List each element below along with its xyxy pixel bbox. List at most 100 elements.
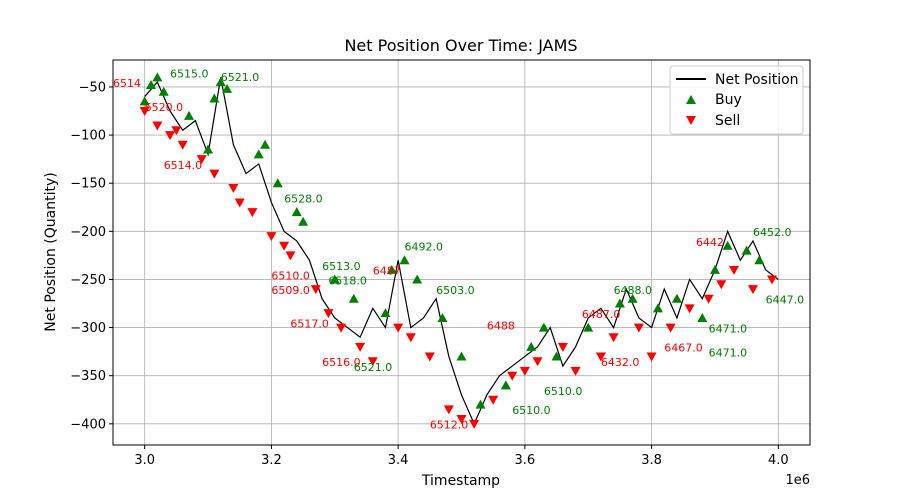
- sell-marker: [367, 357, 378, 367]
- sell-marker: [728, 265, 739, 275]
- sell-marker: [747, 285, 758, 295]
- buy-marker: [697, 312, 708, 322]
- sell-price-label: 6512.0: [430, 419, 469, 432]
- sell-marker: [665, 323, 676, 333]
- sell-price-label: 6467.0: [664, 342, 703, 355]
- buy-marker: [139, 96, 150, 106]
- buy-marker: [348, 293, 359, 303]
- sell-marker: [266, 232, 277, 242]
- sell-price-label: 6488: [487, 320, 515, 333]
- sell-marker: [355, 342, 366, 352]
- y-tick-label: −250: [70, 273, 106, 288]
- buy-price-label: 6521.0: [354, 361, 393, 374]
- sell-marker: [323, 309, 334, 319]
- sell-marker: [424, 352, 435, 362]
- buy-marker: [412, 274, 423, 284]
- buy-marker: [456, 351, 467, 361]
- buy-marker: [146, 80, 157, 90]
- sell-marker: [152, 121, 163, 131]
- buy-marker: [298, 216, 309, 226]
- sell-price-label: 6442: [696, 236, 724, 249]
- x-tick-label: 4.0: [768, 453, 789, 468]
- buy-marker: [399, 255, 410, 265]
- legend-sell-marker: [686, 116, 696, 125]
- net-position-line: [144, 77, 779, 426]
- legend-entry-net-position: Net Position: [715, 72, 799, 88]
- buy-price-label: 6471.0: [709, 346, 748, 359]
- sell-marker: [684, 304, 695, 314]
- buy-marker: [253, 149, 264, 159]
- buy-marker: [386, 264, 397, 274]
- buy-marker: [500, 380, 511, 390]
- y-tick-label: −100: [70, 129, 106, 144]
- buy-marker: [222, 83, 233, 93]
- x-tick-label: 3.4: [388, 453, 409, 468]
- sell-price-label: 6517.0: [290, 318, 329, 331]
- buy-marker: [652, 303, 663, 313]
- x-axis-label: Timestamp: [421, 473, 500, 489]
- sell-marker: [633, 323, 644, 333]
- buy-price-label: 6488.0: [614, 284, 653, 297]
- sell-marker: [209, 169, 220, 179]
- sell-marker: [196, 155, 207, 165]
- buy-marker: [215, 77, 226, 87]
- sell-price-label: 6514: [113, 77, 141, 90]
- sell-price-label: 6432.0: [601, 356, 640, 369]
- sell-marker: [405, 333, 416, 343]
- y-tick-label: −400: [70, 417, 106, 432]
- buy-marker: [475, 399, 486, 409]
- legend: Net Position Buy Sell: [669, 65, 804, 135]
- sell-marker: [165, 131, 176, 141]
- buy-marker: [526, 341, 537, 351]
- buy-price-label: 6452.0: [753, 226, 792, 239]
- sell-marker: [507, 371, 518, 381]
- buy-marker: [741, 245, 752, 255]
- sell-marker: [310, 285, 321, 295]
- buy-marker: [583, 322, 594, 332]
- legend-entry-sell: Sell: [715, 113, 740, 129]
- buy-marker: [260, 139, 271, 149]
- sell-price-label: 6510.0: [271, 269, 310, 282]
- sell-marker: [139, 107, 150, 117]
- buy-price-label: 6518.0: [328, 274, 367, 287]
- sell-marker: [393, 323, 404, 333]
- x-axis-offset-label: 1e6: [785, 473, 810, 488]
- sell-marker: [177, 140, 188, 150]
- buy-marker: [709, 264, 720, 274]
- y-tick-label: −50: [79, 80, 106, 95]
- series-sell: [139, 107, 777, 429]
- buy-marker: [152, 72, 163, 82]
- buy-marker: [437, 312, 448, 322]
- x-tick-label: 3.6: [515, 453, 536, 468]
- buy-marker: [754, 255, 765, 265]
- sell-marker: [532, 357, 543, 367]
- sell-marker: [519, 366, 530, 376]
- sell-marker: [595, 352, 606, 362]
- buy-marker: [380, 308, 391, 318]
- y-tick-label: −150: [70, 177, 106, 192]
- buy-price-label: 6471.0: [709, 322, 748, 335]
- chart-title: Net Position Over Time: JAMS: [344, 36, 577, 55]
- sell-marker: [557, 342, 568, 352]
- buy-price-label: 6521.0: [221, 71, 260, 84]
- buy-price-label: 6447.0: [766, 294, 805, 307]
- sell-price-label: 6487.0: [582, 308, 621, 321]
- sell-marker: [336, 323, 347, 333]
- series-net-position: [144, 77, 779, 426]
- series-buy: [139, 72, 765, 409]
- y-tick-label: −350: [70, 369, 106, 384]
- sell-price-label: 6520.0: [145, 101, 184, 114]
- sell-marker: [488, 395, 499, 405]
- buy-marker: [627, 293, 638, 303]
- sell-marker: [171, 126, 182, 136]
- buy-price-label: 6492.0: [404, 241, 443, 254]
- x-tick-label: 3.2: [261, 453, 282, 468]
- sell-marker: [766, 275, 777, 285]
- buy-marker: [722, 240, 733, 250]
- buy-marker: [291, 207, 302, 217]
- buy-price-label: 6528.0: [284, 192, 323, 205]
- y-axis-label: Net Position (Quantity): [43, 172, 59, 331]
- sell-marker: [228, 184, 239, 194]
